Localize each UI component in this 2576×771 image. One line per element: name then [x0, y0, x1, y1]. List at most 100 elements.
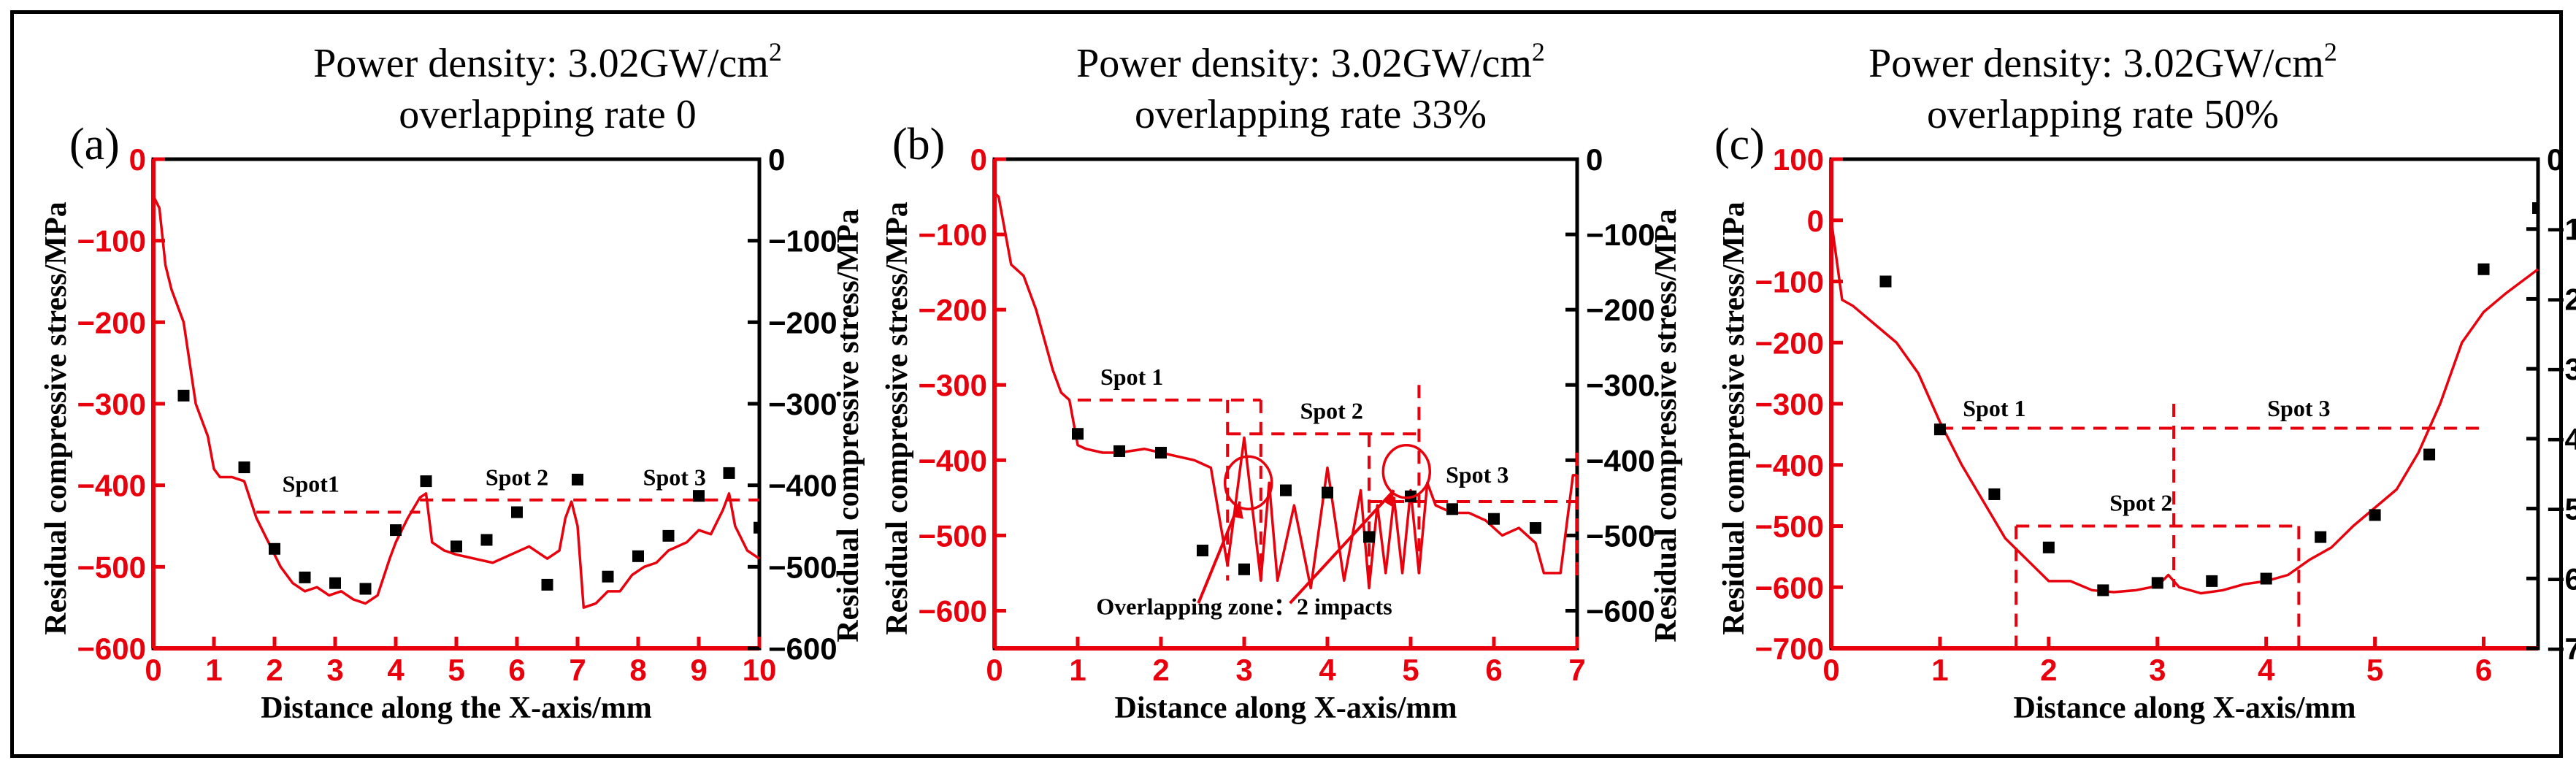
y-left-tick-label: −400: [77, 469, 146, 503]
x-axis-label: Distance along the X-axis/mm: [261, 691, 651, 725]
experimental-point: [632, 550, 644, 562]
x-tick-label: 5: [448, 653, 464, 687]
y-right-tick-label: −200: [1586, 293, 1655, 327]
y-left-tick-label: −500: [1755, 510, 1824, 544]
data-layer: [1831, 202, 2539, 648]
y-left-tick-label: −300: [1755, 387, 1824, 421]
experimental-point: [602, 570, 614, 583]
y-right-tick-label: −300: [1586, 368, 1655, 402]
x-tick-label: 7: [569, 653, 586, 687]
experimental-point: [1446, 503, 1458, 515]
experimental-point: [1238, 563, 1250, 575]
y-right-tick-label: −100: [768, 224, 837, 258]
arrow-head: [1384, 490, 1395, 507]
y-right-tick-label: 0: [1586, 142, 1603, 177]
x-tick-label: 10: [743, 653, 777, 687]
y-left-tick-label: −500: [77, 550, 146, 584]
x-tick-label: 4: [387, 653, 405, 687]
x-tick-label: 3: [326, 653, 343, 687]
y-right-tick-label: −500: [768, 550, 837, 584]
experimental-point: [2042, 541, 2055, 553]
chart-panel-2: Power density: 3.02GW/cm2 overlapping rat…: [881, 37, 1683, 725]
x-tick-label: 5: [2366, 653, 2383, 687]
y-left-tick-label: 0: [1807, 204, 1824, 238]
y-left-tick-label: 100: [1773, 142, 1824, 177]
experimental-point: [2151, 577, 2163, 589]
y-right-tick-label: −600: [1586, 594, 1655, 628]
x-tick-label: 4: [1319, 653, 1336, 687]
panel-label: (c): [1714, 120, 1765, 169]
spot-annotation: Spot 2: [1300, 398, 1363, 424]
panel-label: (a): [69, 120, 120, 169]
y-left-tick-label: −600: [918, 594, 987, 628]
experimental-point: [1197, 545, 1208, 556]
experimental-point: [1322, 486, 1333, 499]
experimental-point: [511, 506, 523, 518]
experimental-point: [2097, 584, 2109, 597]
experimental-point: [269, 542, 280, 555]
chart-title-line-2: overlapping rate 33%: [1135, 92, 1487, 137]
experimental-point: [1530, 522, 1541, 534]
experimental-point: [541, 578, 553, 591]
y-left-tick-label: −500: [918, 518, 987, 553]
experimental-point: [1988, 488, 2001, 500]
y-right-tick-label: −100: [2547, 212, 2576, 247]
y-left-tick-label: −100: [1755, 265, 1824, 299]
y-left-tick-label: −700: [1755, 632, 1824, 666]
y-left-axis-label: Residual compressive stress/MPa: [1717, 202, 1751, 634]
x-tick-label: 1: [1931, 653, 1948, 687]
y-left-axis-label: Residual compressive stress/MPa: [39, 202, 73, 634]
y-left-tick-label: −400: [918, 443, 987, 477]
arrow-head: [1233, 502, 1243, 519]
spot-annotation: Spot 1: [1963, 395, 2025, 421]
y-left-axis-label: Residual compressive stress/MPa: [881, 202, 914, 634]
experimental-point: [451, 540, 462, 553]
chart-title-line-1: Power density: 3.02GW/cm2: [1868, 37, 2337, 86]
experimental-point: [2532, 202, 2539, 214]
x-tick-label: 1: [205, 653, 222, 687]
x-tick-label: 2: [266, 653, 283, 687]
data-layer: [153, 195, 761, 609]
experimental-point: [390, 524, 402, 537]
y-left-tick-label: −200: [918, 293, 987, 327]
experimental-point: [572, 473, 583, 486]
x-tick-label: 0: [986, 653, 1003, 687]
experimental-point: [1072, 428, 1084, 440]
overlap-circle: [1381, 444, 1432, 499]
y-right-tick-label: −100: [1586, 218, 1655, 252]
spot-annotation: Spot1: [283, 471, 340, 497]
experimental-point: [693, 490, 705, 502]
x-tick-label: 0: [145, 653, 161, 687]
x-tick-label: 6: [2475, 653, 2492, 687]
y-right-tick-label: −600: [2547, 561, 2576, 596]
chart-title-line-1: Power density: 3.02GW/cm2: [313, 37, 782, 86]
x-axis-label: Distance along X-axis/mm: [2014, 691, 2356, 725]
x-tick-label: 8: [629, 653, 646, 687]
chart-title-line-1: Power density: 3.02GW/cm2: [1076, 37, 1545, 86]
y-left-tick-label: −400: [1755, 448, 1824, 483]
y-left-tick-label: −600: [77, 632, 146, 666]
plot-frame: [151, 157, 762, 651]
experimental-point: [2369, 509, 2381, 521]
y-right-tick-label: −200: [2547, 282, 2576, 316]
x-tick-label: 2: [2040, 653, 2057, 687]
x-axis-label: Distance along X-axis/mm: [1115, 691, 1457, 725]
panel-label: (b): [892, 120, 945, 169]
y-left-tick-label: −300: [918, 368, 987, 402]
y-left-tick-label: −100: [77, 224, 146, 258]
chart-title-line-2: overlapping rate 50%: [1927, 92, 2279, 137]
x-tick-label: 6: [1485, 653, 1502, 687]
spot-annotation: Spot 3: [2267, 395, 2330, 421]
y-right-axis-label: Residual compressive stress/MPa: [832, 209, 865, 642]
spot-annotation: Spot 1: [1100, 364, 1163, 390]
figure-frame: [10, 10, 2563, 758]
experimental-point: [754, 521, 761, 534]
x-tick-label: 6: [508, 653, 525, 687]
title-superscript: 2: [2324, 37, 2337, 66]
x-tick-label: 1: [1069, 653, 1086, 687]
arrow-line: [1197, 501, 1242, 604]
y-left-tick-label: −600: [1755, 570, 1824, 605]
experimental-point: [1488, 513, 1500, 525]
experimental-point: [662, 529, 675, 542]
